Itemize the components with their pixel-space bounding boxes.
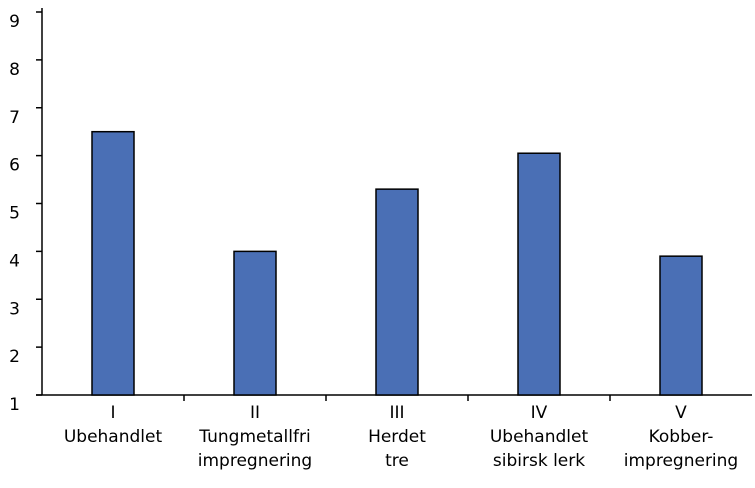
x-tick-label: III — [389, 403, 404, 423]
y-tick-label: 4 — [9, 251, 20, 271]
y-tick-label: 5 — [9, 204, 20, 224]
x-tick-label: tre — [385, 451, 409, 471]
bar — [659, 255, 703, 396]
y-tick-label: 6 — [9, 156, 20, 176]
y-tick-label: 8 — [9, 60, 20, 80]
x-tick-label: impregnering — [624, 451, 738, 471]
x-tick-label: sibirsk lerk — [493, 451, 585, 471]
bar — [375, 188, 419, 396]
x-tick-label: Kobber- — [649, 427, 714, 447]
y-tick-label: 2 — [9, 347, 20, 367]
bar — [91, 130, 135, 396]
bar — [517, 152, 561, 396]
x-tick-label: I — [110, 403, 115, 423]
x-tick-label: Ubehandlet — [64, 427, 163, 447]
y-tick-label: 9 — [9, 12, 20, 32]
x-tick-label: V — [675, 403, 687, 423]
x-tick-label: Tungmetallfri — [198, 427, 310, 447]
x-tick-label: Herdet — [368, 427, 426, 447]
y-tick-label: 3 — [9, 299, 20, 319]
x-tick-label: impregnering — [198, 451, 312, 471]
bar — [233, 250, 277, 396]
x-tick-label: Ubehandlet — [490, 427, 589, 447]
y-tick-label: 7 — [9, 108, 20, 128]
x-tick-label: II — [250, 403, 260, 423]
y-tick-label: 1 — [9, 395, 20, 415]
x-tick-label: IV — [531, 403, 548, 423]
